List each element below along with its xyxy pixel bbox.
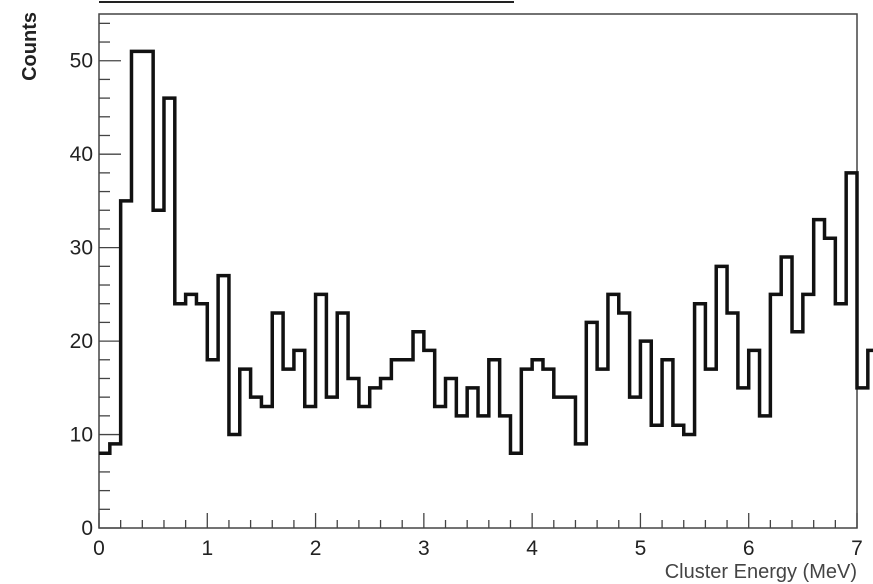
y-tick-label: 10 bbox=[70, 424, 93, 447]
x-axis-title: Cluster Energy (MeV) bbox=[665, 561, 857, 583]
x-tick-label: 2 bbox=[310, 537, 322, 560]
x-tick-label: 7 bbox=[851, 537, 863, 560]
x-tick-label: 0 bbox=[93, 537, 105, 560]
y-tick-label: 40 bbox=[70, 143, 93, 166]
x-axis: 0 1 2 3 4 5 6 7 bbox=[93, 513, 863, 560]
y-tick-label: 30 bbox=[70, 237, 93, 260]
x-tick-label: 4 bbox=[526, 537, 538, 560]
x-tick-label: 3 bbox=[418, 537, 430, 560]
y-tick-label: 50 bbox=[70, 50, 93, 73]
y-tick-label: 0 bbox=[81, 517, 93, 540]
histogram-line bbox=[99, 49, 873, 455]
x-tick-label: 1 bbox=[201, 537, 213, 560]
y-tick-label: 20 bbox=[70, 330, 93, 353]
x-tick-label: 6 bbox=[743, 537, 755, 560]
plot-frame bbox=[98, 13, 858, 529]
y-axis: 0 10 20 30 40 50 bbox=[70, 22, 121, 540]
y-axis-title: Counts bbox=[19, 12, 41, 81]
x-tick-label: 5 bbox=[635, 537, 647, 560]
